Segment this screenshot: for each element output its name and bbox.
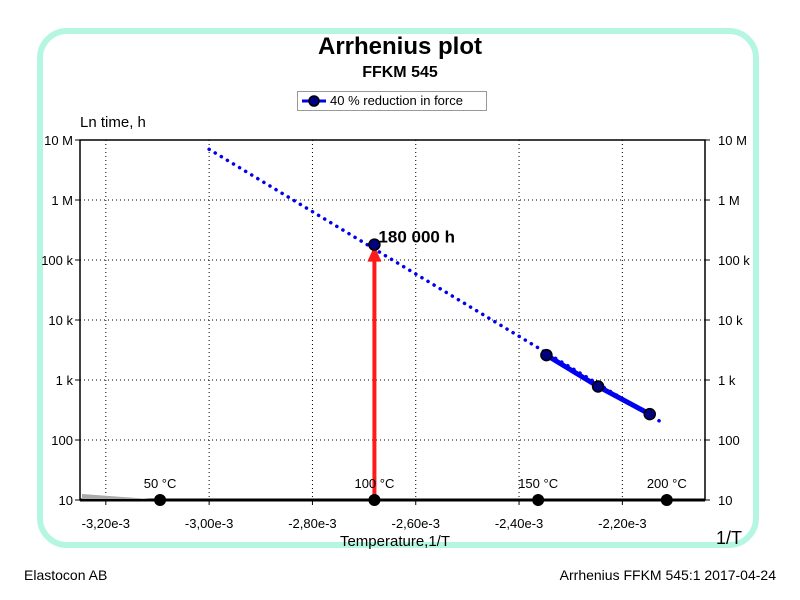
chart-frame xyxy=(37,28,759,548)
data-point xyxy=(643,407,656,421)
footer-company: Elastocon AB xyxy=(24,567,108,583)
annotation-point xyxy=(368,238,381,251)
y-tick-label-left: 10 M xyxy=(44,133,73,148)
temperature-label: 100 °C xyxy=(354,476,394,491)
y-tick-label-right: 1 M xyxy=(718,193,740,208)
x-axis-label: Temperature,1/T xyxy=(339,533,451,550)
legend-swatch-icon xyxy=(302,95,326,107)
grid xyxy=(80,140,705,500)
x-tick-label: -3,00e-3 xyxy=(185,516,233,531)
y-tick-label-left: 10 k xyxy=(48,313,73,328)
x-tick-label: -2,40e-3 xyxy=(495,516,543,531)
x-axis-unit: 1/T xyxy=(716,528,743,548)
y-tick-label-right: 100 xyxy=(718,433,740,448)
chart-subtitle: FFKM 545 xyxy=(362,64,438,81)
y-tick-label-left: 1 M xyxy=(51,193,73,208)
x-tick-label: -2,60e-3 xyxy=(392,516,440,531)
legend-label: 40 % reduction in force xyxy=(330,93,463,108)
x-tick-label: -2,80e-3 xyxy=(288,516,336,531)
y-tick-label-right: 100 k xyxy=(718,253,750,268)
y-tick-label-left: 1 k xyxy=(56,373,74,388)
data-point xyxy=(540,348,553,362)
y-tick-label-right: 10 k xyxy=(718,313,743,328)
temperature-marker xyxy=(532,494,545,506)
series xyxy=(207,147,665,426)
x-tick-label: -2,20e-3 xyxy=(598,516,646,531)
annotation-label: 180 000 h xyxy=(378,228,455,247)
temperature-marker xyxy=(154,494,167,506)
temperature-marker xyxy=(660,494,673,506)
x-tick-label: -3,20e-3 xyxy=(82,516,130,531)
y-tick-label-right: 10 xyxy=(718,493,732,508)
chart-title: Arrhenius plot xyxy=(317,33,482,60)
y-tick-label-left: 100 k xyxy=(41,253,73,268)
data-point xyxy=(591,380,605,393)
temperature-shade xyxy=(82,494,151,499)
temperature-marker xyxy=(368,494,381,506)
temperature-markers: 180 000 h 50 °C 100 °C 150 °C 200 °C xyxy=(80,228,705,506)
y-tick-label-left: 10 xyxy=(59,493,73,508)
temperature-label: 200 °C xyxy=(647,476,687,491)
y-tick-label-right: 1 k xyxy=(718,373,736,388)
y-tick-label-left: 100 xyxy=(51,433,73,448)
temperature-label: 50 °C xyxy=(144,476,177,491)
y-axis-label: Ln time, h xyxy=(80,114,146,131)
legend: 40 % reduction in force xyxy=(297,91,487,111)
temperature-label: 150 °C xyxy=(518,476,558,491)
annotation-arrow-head xyxy=(367,245,382,262)
y-tick-label-right: 10 M xyxy=(718,133,747,148)
footer-document: Arrhenius FFKM 545:1 2017-04-24 xyxy=(559,567,776,583)
